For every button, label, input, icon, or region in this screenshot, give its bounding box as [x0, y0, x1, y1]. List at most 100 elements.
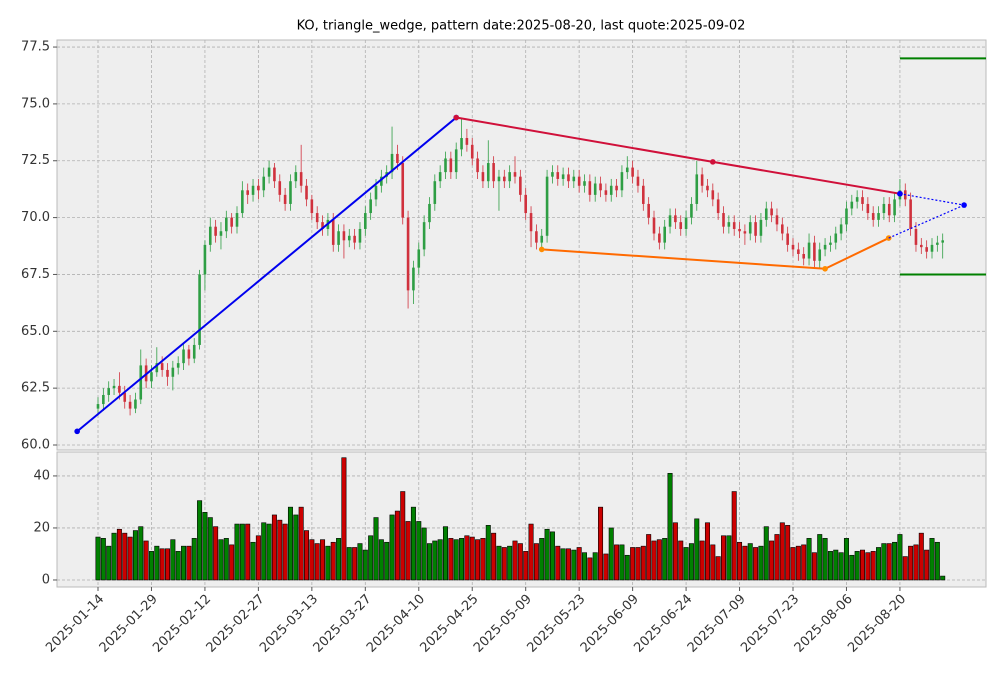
- candle-body: [241, 190, 244, 214]
- volume-bar: [881, 543, 887, 581]
- candle-body: [551, 172, 554, 177]
- volume-bar: [368, 535, 374, 581]
- volume-bar: [897, 534, 903, 581]
- candle-body: [208, 226, 212, 245]
- candle-body: [775, 215, 779, 225]
- volume-bar: [255, 535, 261, 581]
- volume-bar: [191, 538, 197, 581]
- volume-bar: [197, 500, 203, 581]
- candle-body: [192, 344, 196, 359]
- candle-body: [930, 244, 934, 252]
- pattern-line: [888, 204, 965, 239]
- volume-bar: [373, 517, 379, 581]
- candle-body: [679, 222, 683, 229]
- volume-bar: [287, 506, 293, 581]
- volume-bar: [662, 538, 668, 581]
- volume-bar: [806, 538, 812, 581]
- volume-bar: [304, 530, 310, 581]
- volume-bar: [715, 556, 721, 581]
- volume-bar: [469, 536, 475, 581]
- volume-bar: [271, 514, 277, 581]
- y-tick-label: 67.5: [21, 267, 50, 282]
- volume-bar: [218, 539, 224, 581]
- candle-body: [882, 203, 886, 214]
- candle-body: [257, 185, 260, 191]
- volume-bar: [517, 543, 523, 581]
- candle-body: [342, 231, 346, 241]
- volume-bar: [426, 543, 432, 581]
- volume-bar: [544, 528, 550, 581]
- candle-body: [556, 172, 560, 179]
- candle-body: [807, 242, 811, 259]
- candle-body: [513, 172, 517, 177]
- volume-bar: [330, 541, 336, 581]
- volume-bar: [565, 548, 571, 581]
- candle-body: [695, 174, 699, 204]
- candle-body: [150, 372, 153, 382]
- candle-body: [802, 253, 805, 259]
- volume-bar: [485, 525, 491, 581]
- candle-body: [267, 167, 271, 177]
- volume-bar: [223, 538, 229, 581]
- volume-bar: [699, 540, 705, 581]
- volume-bar: [598, 506, 604, 581]
- price-panel: [56, 39, 987, 451]
- volume-bar: [320, 539, 326, 581]
- candle-body: [887, 203, 891, 216]
- candle-body: [658, 233, 661, 243]
- volume-bar: [817, 534, 823, 581]
- candle-body: [278, 181, 282, 195]
- volume-bar: [432, 540, 438, 581]
- candle-body: [625, 167, 629, 173]
- candle-body: [438, 172, 442, 182]
- candle-body: [706, 185, 709, 191]
- candle-body: [497, 176, 501, 182]
- candle-body: [599, 183, 602, 191]
- volume-bar: [116, 528, 122, 581]
- candle-body: [251, 185, 255, 195]
- candle-body: [492, 163, 495, 182]
- candle-body: [166, 369, 169, 377]
- volume-bar: [277, 519, 283, 581]
- volume-bar: [138, 526, 144, 581]
- candle-body: [620, 172, 624, 191]
- volume-bar: [95, 536, 101, 581]
- pattern-point: [74, 428, 80, 435]
- volume-bar: [170, 539, 176, 581]
- candle-body: [283, 194, 287, 204]
- volume-bar: [181, 545, 187, 581]
- candle-body: [524, 194, 527, 214]
- candle-body: [743, 231, 747, 234]
- candle-body: [813, 242, 816, 261]
- volume-bar: [924, 549, 930, 581]
- volume-bar: [148, 551, 154, 581]
- volume-bar: [362, 549, 368, 581]
- volume-bar: [309, 539, 315, 581]
- volume-bar: [528, 523, 534, 581]
- candle-body: [235, 213, 239, 227]
- volume-bar: [624, 554, 630, 581]
- candle-body: [593, 183, 597, 195]
- volume-bar: [614, 544, 620, 581]
- candle-body: [925, 247, 928, 252]
- volume-bar: [352, 547, 358, 581]
- volume-bar: [298, 506, 304, 581]
- volume-bar: [459, 538, 465, 581]
- candle-body: [219, 231, 223, 236]
- candle-body: [118, 385, 121, 393]
- volume-bar: [940, 575, 946, 581]
- volume-bar: [683, 547, 689, 581]
- candle-body: [273, 167, 276, 182]
- volume-bar: [261, 522, 267, 581]
- volume-bar: [491, 532, 497, 581]
- candle-body: [449, 158, 453, 173]
- y-tick-label: 60.0: [21, 437, 50, 452]
- volume-bar: [747, 543, 753, 581]
- pattern-line: [899, 193, 965, 206]
- volume-bar: [918, 532, 924, 581]
- candle-body: [577, 176, 581, 186]
- volume-bar: [293, 514, 299, 581]
- y-tick-label: 75.0: [21, 96, 50, 111]
- candle-body: [781, 224, 784, 234]
